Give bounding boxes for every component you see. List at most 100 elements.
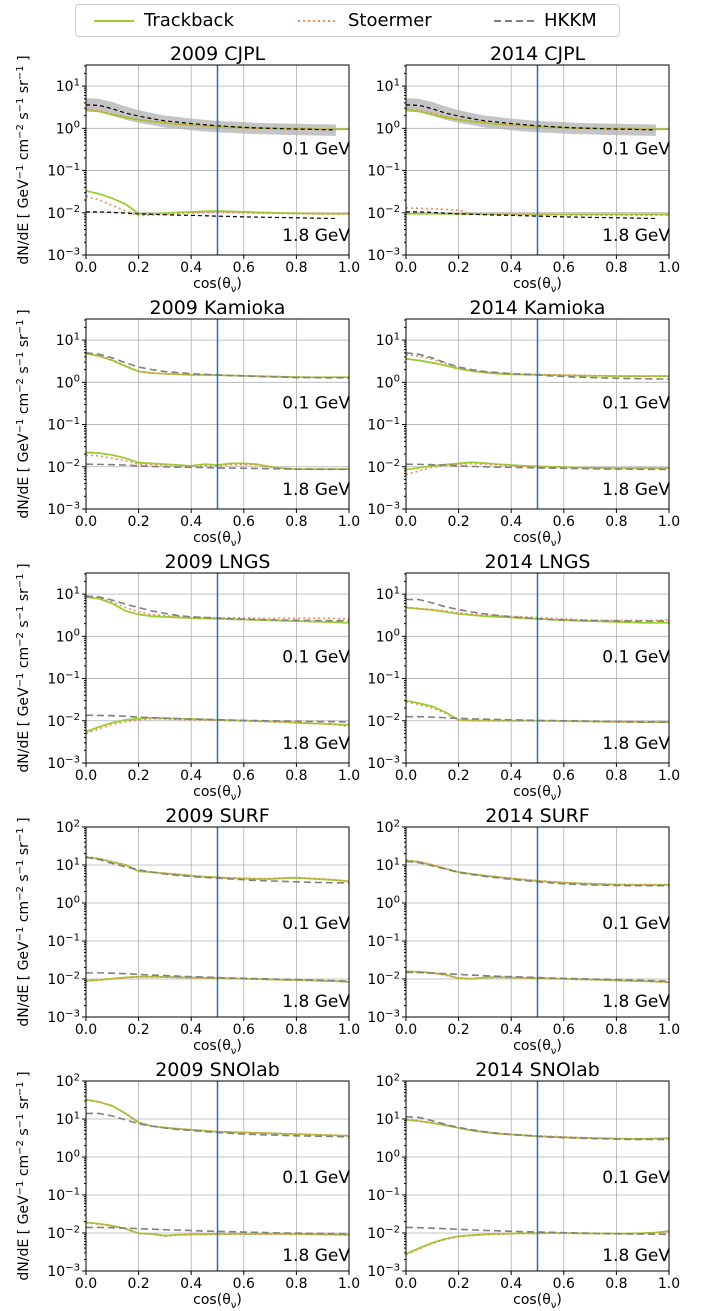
panel-2009-lngs: 0.0 0.2 0.4 0.6 0.8 1.0 10−3 10−2 10−1 100 101 2009… — [15, 551, 360, 803]
y-tick-label: 10−2 — [367, 712, 400, 730]
y-axis-label: dN/dE [ GeV−1 cm−2 s−1 sr−1 ] — [15, 1071, 32, 1280]
x-tick-label: 0.4 — [180, 1022, 202, 1038]
x-tick-label: 0.6 — [553, 514, 575, 530]
annotation-energy-low: 1.8 GeV — [602, 992, 670, 1012]
series-hkkm-high-energy — [86, 104, 336, 131]
y-tick-label: 101 — [56, 78, 80, 96]
y-tick-label: 101 — [376, 332, 400, 350]
y-tick-label: 10−1 — [367, 932, 400, 950]
x-axis-label: cos(θν) — [513, 530, 562, 549]
y-tick-label: 100 — [376, 628, 400, 646]
x-tick-label: 0.4 — [500, 768, 522, 784]
axes-frame — [85, 64, 350, 256]
x-tick-label: 0.6 — [233, 1022, 255, 1038]
x-tick-label: 0.0 — [75, 1022, 97, 1038]
series-stoermer-high-energy — [86, 352, 349, 379]
series-stoermer-low-energy — [406, 462, 669, 476]
x-axis-label: cos(θν) — [193, 784, 242, 803]
panel-title: 2014 CJPL — [490, 43, 586, 65]
legend-entry-hkkm: HKKM — [494, 5, 597, 36]
annotation-energy-high: 0.1 GeV — [602, 914, 670, 934]
panel-2009-surf: 0.0 0.2 0.4 0.6 0.8 1.0 10−3 10−2 10−1 100 101 102 2… — [15, 805, 360, 1057]
x-tick-label: 0.0 — [395, 260, 417, 276]
legend-label-hkkm: HKKM — [544, 10, 597, 31]
panel-title: 2014 SURF — [485, 805, 590, 827]
x-tick-label: 0.2 — [127, 514, 149, 530]
uncertainty-band — [406, 98, 656, 136]
legend-swatch-hkkm — [494, 19, 534, 22]
axes-frame — [85, 572, 350, 764]
annotation-energy-high: 0.1 GeV — [282, 393, 350, 413]
x-tick-label: 0.6 — [233, 768, 255, 784]
series-stoermer-high-energy — [86, 855, 349, 882]
panel-2009-snolab: 0.0 0.2 0.4 0.6 0.8 1.0 10−3 10−2 10−1 100 101 102 2… — [15, 1059, 360, 1311]
series-stoermer-low-energy — [86, 717, 349, 735]
annotation-energy-low: 1.8 GeV — [602, 734, 670, 754]
panel-title: 2014 SNOlab — [475, 1059, 600, 1081]
x-tick-label: 0.6 — [233, 260, 255, 276]
y-tick-label: 10−2 — [367, 970, 400, 988]
axes-frame — [85, 318, 350, 510]
legend-entry-stoermer: Stoermer — [298, 5, 432, 36]
y-axis-label: dN/dE [ GeV−1 cm−2 s−1 sr−1 ] — [15, 55, 32, 264]
legend-label-stoermer: Stoermer — [348, 10, 432, 31]
y-tick-label: 100 — [56, 374, 80, 392]
y-tick-label: 10−3 — [367, 500, 400, 518]
x-tick-label: 1.0 — [658, 514, 680, 530]
y-tick-label: 102 — [376, 818, 400, 836]
x-tick-label: 0.8 — [605, 768, 627, 784]
axes-frame — [405, 318, 670, 510]
panel-2014-surf: 0.0 0.2 0.4 0.6 0.8 1.0 10−3 10−2 10−1 100 101 102 2… — [367, 805, 680, 1057]
y-tick-label: 100 — [56, 628, 80, 646]
y-tick-label: 10−1 — [47, 162, 80, 180]
axes-frame — [405, 826, 670, 1018]
annotation-energy-high: 0.1 GeV — [602, 1168, 670, 1188]
x-tick-label: 0.6 — [233, 1276, 255, 1292]
y-tick-label: 10−1 — [367, 670, 400, 688]
panel-title: 2009 LNGS — [165, 551, 271, 573]
series-stoermer-low-energy — [86, 454, 349, 470]
y-tick-label: 100 — [376, 120, 400, 138]
panel-2014-kamioka: 0.0 0.2 0.4 0.6 0.8 1.0 10−3 10−2 10−1 100 101 2014… — [367, 297, 680, 549]
y-axis-label: dN/dE [ GeV−1 cm−2 s−1 sr−1 ] — [15, 817, 32, 1026]
x-tick-label: 1.0 — [658, 768, 680, 784]
grid — [405, 319, 670, 510]
y-tick-label: 10−1 — [367, 416, 400, 434]
annotation-energy-high: 0.1 GeV — [282, 914, 350, 934]
x-tick-label: 0.0 — [395, 514, 417, 530]
panel-2014-snolab: 0.0 0.2 0.4 0.6 0.8 1.0 10−3 10−2 10−1 100 101 102 2… — [367, 1059, 680, 1311]
panel-2009-kamioka: 0.0 0.2 0.4 0.6 0.8 1.0 10−3 10−2 10−1 100 101 2009… — [15, 297, 360, 549]
x-tick-label: 1.0 — [338, 260, 360, 276]
axes-frame — [85, 826, 350, 1018]
y-tick-label: 10−2 — [367, 204, 400, 222]
x-tick-label: 0.2 — [127, 768, 149, 784]
axes-frame — [405, 572, 670, 764]
x-tick-label: 0.2 — [447, 514, 469, 530]
panel-title: 2014 LNGS — [485, 551, 591, 573]
x-tick-label: 0.8 — [285, 260, 307, 276]
y-tick-label: 101 — [376, 78, 400, 96]
y-tick-label: 10−1 — [47, 416, 80, 434]
y-tick-label: 101 — [376, 1110, 400, 1128]
x-tick-label: 0.0 — [75, 260, 97, 276]
y-tick-label: 10−3 — [367, 1008, 400, 1026]
y-tick-label: 10−1 — [367, 162, 400, 180]
annotation-energy-high: 0.1 GeV — [282, 647, 350, 667]
x-tick-label: 0.8 — [605, 514, 627, 530]
panel-2009-cjpl: 0.0 0.2 0.4 0.6 0.8 1.0 10−3 10−2 10−1 100 101 2009… — [15, 43, 360, 295]
axes-frame — [405, 64, 670, 256]
x-tick-label: 1.0 — [338, 1276, 360, 1292]
x-tick-label: 1.0 — [658, 1022, 680, 1038]
y-tick-label: 10−1 — [367, 1186, 400, 1204]
panel-title: 2009 SURF — [165, 805, 270, 827]
y-tick-label: 10−3 — [47, 246, 80, 264]
y-tick-label: 10−3 — [47, 500, 80, 518]
annotation-energy-high: 0.1 GeV — [282, 1168, 350, 1188]
legend-entry-trackback: Trackback — [94, 5, 234, 36]
x-axis-label: cos(θν) — [513, 1292, 562, 1311]
x-tick-label: 0.6 — [553, 1276, 575, 1292]
y-tick-label: 100 — [56, 1148, 80, 1166]
x-tick-label: 0.0 — [395, 768, 417, 784]
x-tick-label: 1.0 — [658, 1276, 680, 1292]
y-tick-label: 101 — [56, 856, 80, 874]
